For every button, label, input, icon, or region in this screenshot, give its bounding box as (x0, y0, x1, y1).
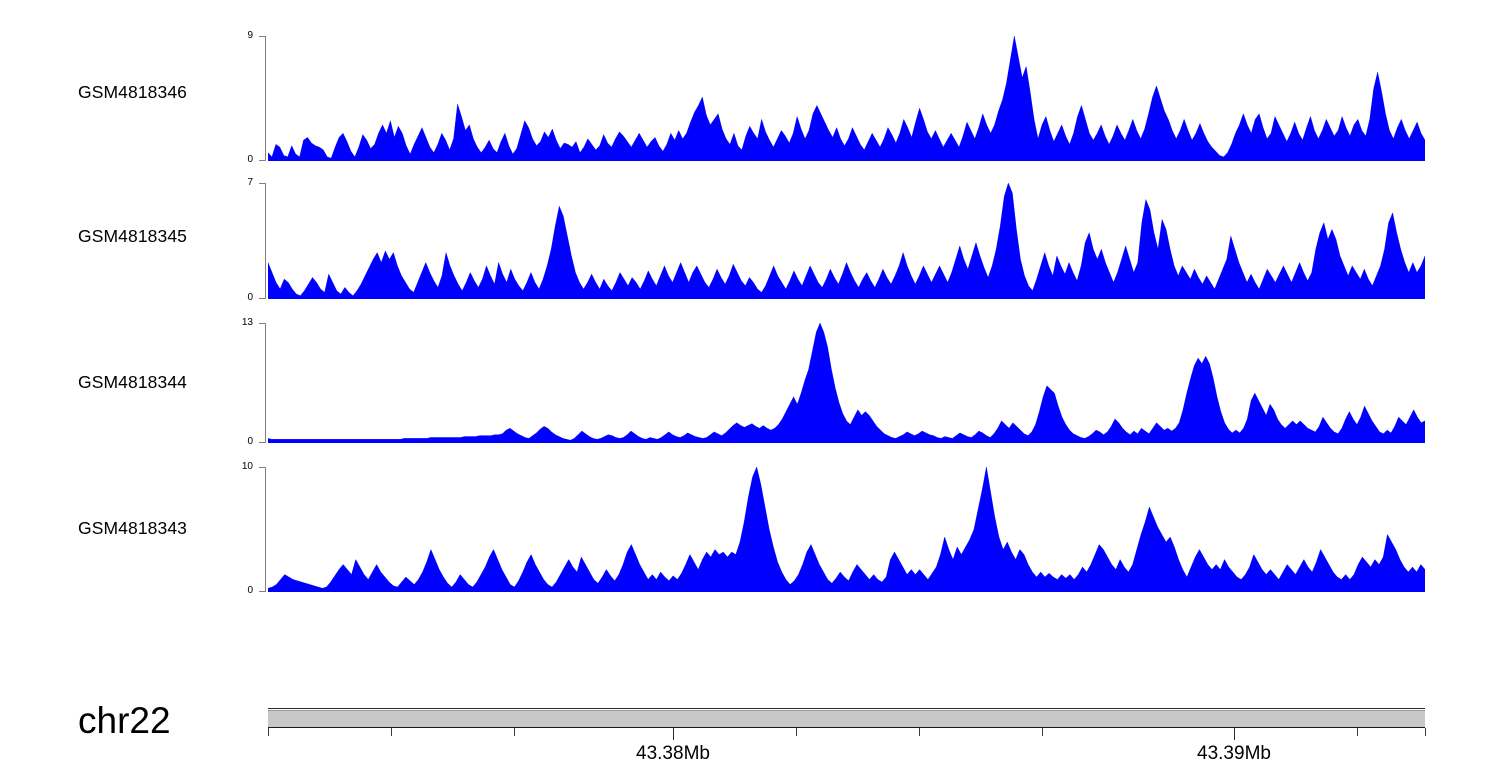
y-axis-min-0: 0 (247, 154, 253, 165)
genome-tick-minor (514, 728, 515, 736)
y-axis-line-1 (265, 183, 266, 299)
genome-tick-minor (1357, 728, 1358, 736)
coverage-plot-1[interactable] (268, 183, 1425, 299)
y-axis-tick-bottom-0 (259, 160, 266, 161)
coverage-area-3 (268, 467, 1425, 592)
y-axis-tick-bottom-3 (259, 591, 266, 592)
track-label-0: GSM4818346 (78, 82, 187, 102)
genome-tick-label: 43.38Mb (636, 743, 710, 764)
y-axis-tick-top-3 (259, 467, 266, 468)
coverage-area-2 (268, 323, 1425, 443)
track-y-axis-0: 9 0 (0, 26, 1500, 172)
genome-tick-label: 43.39Mb (1197, 743, 1271, 764)
y-axis-tick-bottom-1 (259, 298, 266, 299)
track-y-axis-3: 10 0 (0, 458, 1500, 603)
genome-tick-major (673, 728, 674, 740)
genome-tick-minor (268, 728, 269, 736)
y-axis-min-1: 0 (247, 292, 253, 303)
axis-bar-topline (268, 708, 1425, 709)
y-axis-line-3 (265, 467, 266, 592)
track-y-axis-1: 7 0 (0, 174, 1500, 310)
genome-tick-minor (1042, 728, 1043, 736)
y-axis-tick-bottom-2 (259, 442, 266, 443)
coverage-area-0 (268, 36, 1425, 161)
chromosome-label: chr22 (78, 700, 171, 741)
y-axis-max-3: 10 (241, 461, 253, 472)
genome-tick-major (1234, 728, 1235, 740)
y-axis-max-1: 7 (247, 177, 253, 188)
y-axis-line-2 (265, 323, 266, 443)
y-axis-tick-top-2 (259, 323, 266, 324)
track-y-axis-2: 13 0 (0, 314, 1500, 454)
genome-tick-minor (391, 728, 392, 736)
track-label-1: GSM4818345 (78, 226, 187, 246)
y-axis-min-3: 0 (247, 585, 253, 596)
coverage-track-0[interactable]: GSM4818346 9 0 (0, 26, 1500, 172)
y-axis-line-0 (265, 36, 266, 161)
track-label-2: GSM4818344 (78, 372, 187, 392)
coverage-track-1[interactable]: GSM4818345 7 0 (0, 174, 1500, 310)
track-label-3: GSM4818343 (78, 518, 187, 538)
y-axis-tick-top-0 (259, 36, 266, 37)
coverage-track-3[interactable]: GSM4818343 10 0 (0, 458, 1500, 603)
genome-tick-minor (1425, 728, 1426, 736)
genome-tick-minor (919, 728, 920, 736)
coverage-plot-3[interactable] (268, 467, 1425, 592)
coverage-track-2[interactable]: GSM4818344 13 0 (0, 314, 1500, 454)
coverage-area-1 (268, 183, 1425, 299)
genome-axis[interactable]: chr22 43.38Mb 43.39Mb (0, 690, 1500, 780)
y-axis-max-0: 9 (247, 30, 253, 41)
y-axis-max-2: 13 (241, 317, 253, 328)
genome-tick-minor (796, 728, 797, 736)
coverage-plot-0[interactable] (268, 36, 1425, 161)
y-axis-tick-top-1 (259, 183, 266, 184)
coverage-plot-2[interactable] (268, 323, 1425, 443)
genome-ruler-bar[interactable] (268, 710, 1425, 728)
y-axis-min-2: 0 (247, 436, 253, 447)
